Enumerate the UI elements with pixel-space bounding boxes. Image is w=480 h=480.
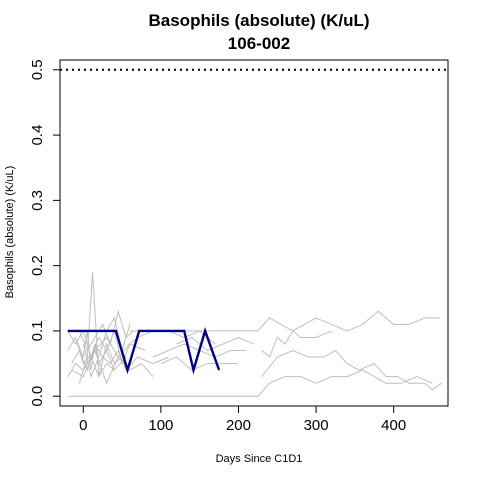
y-tick-label: 0.3 bbox=[29, 190, 46, 211]
background-series-line bbox=[71, 342, 169, 372]
y-tick-label: 0.5 bbox=[29, 59, 46, 80]
plot-frame bbox=[59, 59, 449, 407]
background-series-line bbox=[176, 336, 255, 352]
background-series-line bbox=[71, 349, 154, 385]
y-tick-label: 0.2 bbox=[29, 255, 46, 276]
x-tick-label: 400 bbox=[381, 417, 406, 434]
background-series-line bbox=[261, 330, 332, 358]
y-tick-label: 0.0 bbox=[29, 386, 46, 407]
background-series-line bbox=[67, 369, 433, 397]
background-series-line bbox=[67, 336, 146, 365]
y-tick-label: 0.1 bbox=[29, 320, 46, 341]
x-tick-label: 0 bbox=[79, 417, 87, 434]
background-series-line bbox=[129, 310, 441, 332]
x-axis-label: Days Since C1D1 bbox=[216, 453, 303, 465]
background-series-line bbox=[78, 272, 123, 384]
background-series-line bbox=[78, 309, 135, 352]
background-series-line bbox=[261, 349, 443, 391]
x-tick-label: 100 bbox=[148, 417, 173, 434]
y-axis-label: Basophils (absolute) (K/uL) bbox=[4, 166, 16, 299]
plot-area: 0 100 200 300 400 0.0 0.1 0.2 0.3 0.4 0.5 bbox=[29, 59, 449, 434]
chart-title: Basophils (absolute) (K/uL) bbox=[149, 11, 370, 30]
x-tick-label: 200 bbox=[226, 417, 251, 434]
chart-subtitle: 106-002 bbox=[228, 34, 290, 53]
background-series-line bbox=[75, 330, 115, 371]
y-tick-label: 0.4 bbox=[29, 125, 46, 146]
background-series-line bbox=[160, 356, 239, 371]
highlight-series-line bbox=[67, 327, 221, 375]
x-tick-label: 300 bbox=[304, 417, 329, 434]
